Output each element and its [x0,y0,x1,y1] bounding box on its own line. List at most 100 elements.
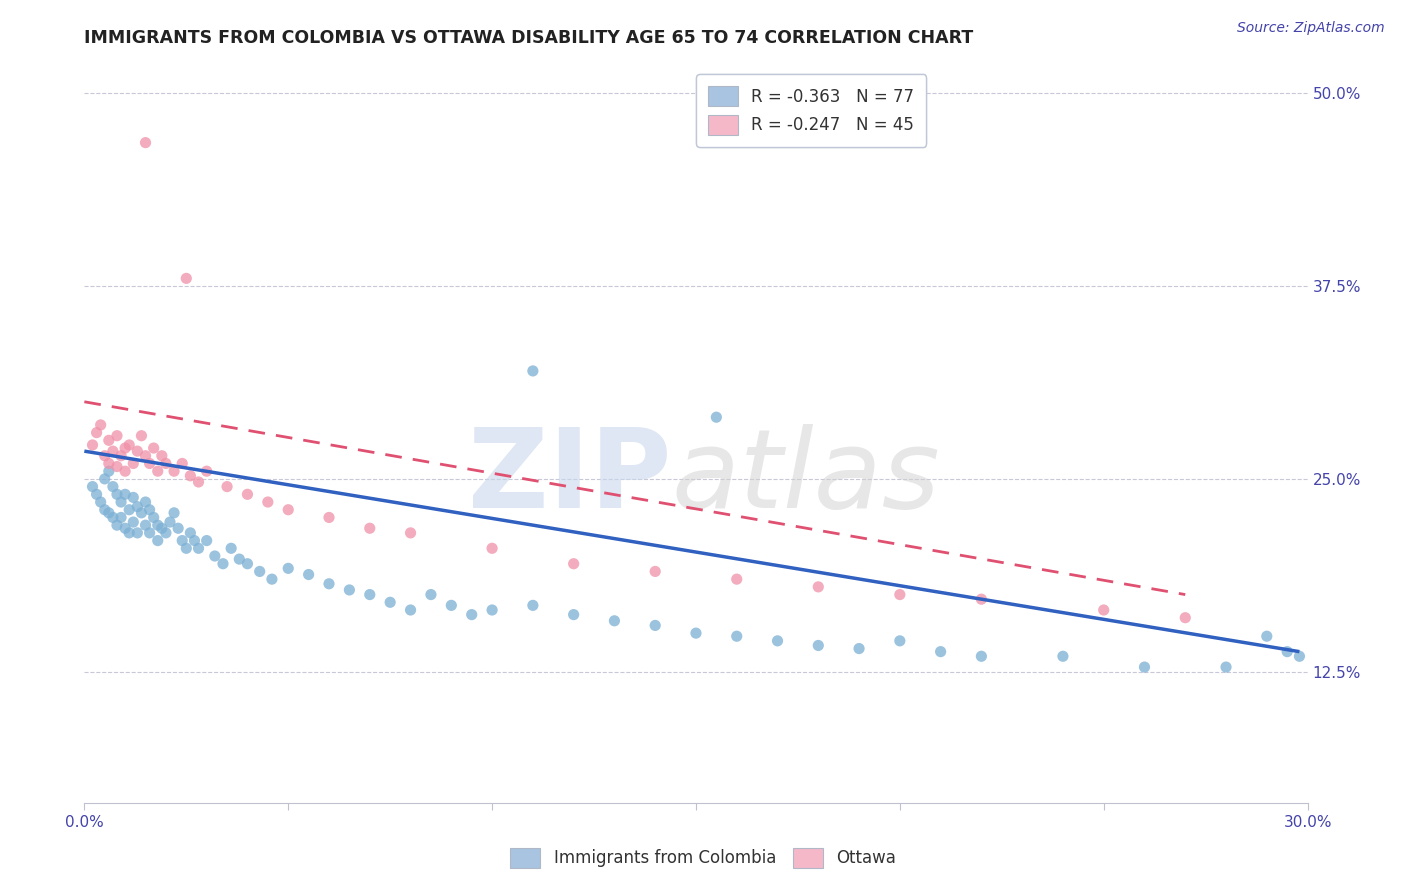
Point [257,495,280,509]
Point [163,464,186,478]
Point [93,502,115,516]
Point [122,515,145,529]
Point [359,588,381,602]
Point [110,449,132,463]
Point [93,472,115,486]
Point [1052,649,1074,664]
Point [970,592,993,607]
Point [725,629,748,643]
Point [127,500,149,514]
Point [90,495,112,509]
Point [150,521,173,535]
Point [179,468,201,483]
Point [114,521,136,535]
Point [101,480,124,494]
Point [122,457,145,471]
Point [86,425,108,440]
Point [807,580,830,594]
Point [183,533,205,548]
Point [644,565,666,579]
Point [131,428,153,442]
Point [562,607,585,622]
Point [1215,660,1237,674]
Point [138,525,160,540]
Point [562,557,585,571]
Point [138,457,160,471]
Point [461,607,484,622]
Point [318,576,340,591]
Point [131,506,153,520]
Point [725,572,748,586]
Text: IMMIGRANTS FROM COLOMBIA VS OTTAWA DISABILITY AGE 65 TO 74 CORRELATION CHART: IMMIGRANTS FROM COLOMBIA VS OTTAWA DISAB… [84,29,973,47]
Point [172,457,194,471]
Point [1174,611,1197,625]
Point [105,518,128,533]
Point [97,434,120,448]
Point [118,438,141,452]
Point [359,521,381,535]
Point [399,603,422,617]
Point [766,633,789,648]
Point [212,557,235,571]
Point [217,480,239,494]
Point [179,525,201,540]
Point [122,491,145,505]
Point [187,475,209,489]
Point [114,441,136,455]
Point [135,136,157,150]
Point [155,525,177,540]
Point [135,449,157,463]
Point [118,525,141,540]
Point [105,487,128,501]
Point [481,541,503,556]
Point [1288,649,1310,664]
Point [118,502,141,516]
Point [86,487,108,501]
Text: ZIP: ZIP [468,424,672,531]
Point [135,518,157,533]
Point [204,549,226,563]
Point [929,645,952,659]
Point [142,441,165,455]
Point [195,464,218,478]
Point [236,487,259,501]
Point [277,502,299,516]
Point [127,525,149,540]
Point [114,464,136,478]
Point [889,633,911,648]
Point [101,510,124,524]
Point [644,618,666,632]
Point [420,588,443,602]
Point [1277,645,1299,659]
Point [236,557,259,571]
Point [146,464,169,478]
Point [522,599,544,613]
Point [114,487,136,501]
Text: atlas: atlas [672,424,941,531]
Point [110,510,132,524]
Point [82,480,104,494]
Point [603,614,626,628]
Point [90,417,112,432]
Point [187,541,209,556]
Point [105,428,128,442]
Point [339,582,361,597]
Point [380,595,402,609]
Point [1256,629,1278,643]
Point [219,541,242,556]
Point [150,449,173,463]
Point [260,572,283,586]
Point [97,464,120,478]
Point [318,510,340,524]
Point [522,364,544,378]
Point [167,521,190,535]
Point [706,410,728,425]
Legend: Immigrants from Colombia, Ottawa: Immigrants from Colombia, Ottawa [503,841,903,875]
Point [110,495,132,509]
Point [249,565,271,579]
Text: Source: ZipAtlas.com: Source: ZipAtlas.com [1237,21,1385,35]
Point [807,639,830,653]
Point [174,541,197,556]
Point [277,561,299,575]
Point [195,533,218,548]
